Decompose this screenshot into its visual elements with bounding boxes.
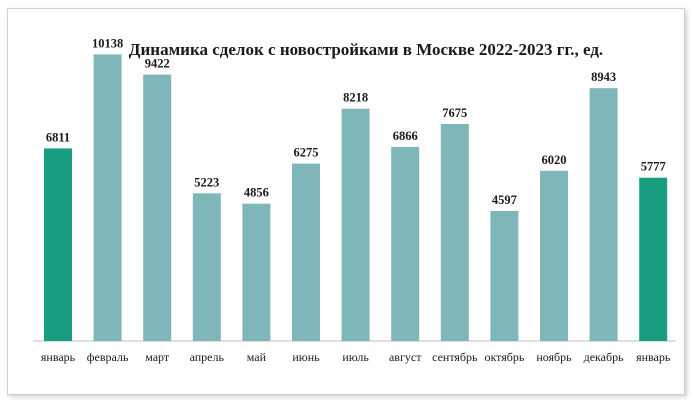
category-label-9: октябрь [484,350,524,364]
value-label-1: 10138 [92,36,123,50]
bar-11 [589,88,618,341]
category-label-3: апрель [190,350,225,364]
bar-4 [242,203,271,341]
category-label-2: март [145,350,170,364]
category-label-8: сентябрь [432,350,478,364]
value-label-11: 8943 [591,70,616,84]
value-label-5: 6275 [294,146,319,160]
category-label-1: февраль [87,350,129,364]
bar-1 [93,54,122,342]
bar-9 [490,211,519,341]
value-label-10: 6020 [542,153,567,167]
value-label-0: 6811 [46,130,70,144]
bar-0 [44,148,72,341]
value-label-3: 5223 [194,175,219,189]
chart-title: Динамика сделок с новостройками в Москве… [129,40,603,59]
value-labels-group: 6811 10138 9422 5223 4856 6275 8218 6866 7675 459… [46,36,666,207]
category-label-4: май [247,350,267,364]
value-label-7: 6866 [393,129,418,143]
category-label-0: январь [41,350,76,364]
value-label-2: 9422 [145,57,170,71]
value-label-4: 4856 [244,186,269,200]
category-label-10: ноябрь [536,350,572,364]
bar-7 [391,146,420,341]
category-label-7: август [389,350,422,364]
bar-2 [143,74,172,341]
category-label-11: декабрь [584,350,625,364]
category-labels-group: январь февраль март апрель май июнь июль август… [41,350,671,364]
bars-group [44,54,668,342]
bar-8 [440,124,469,341]
value-label-8: 7675 [442,106,467,120]
value-label-6: 8218 [343,91,368,105]
category-label-5: июнь [292,350,320,364]
value-label-12: 5777 [641,160,666,174]
bar-12 [639,177,668,341]
bar-5 [292,163,320,341]
bar-3 [192,193,221,341]
bar-6 [341,108,370,341]
value-label-9: 4597 [492,193,517,207]
bar-10 [540,170,568,341]
category-label-12: январь [636,350,671,364]
category-label-6: июль [342,350,369,364]
